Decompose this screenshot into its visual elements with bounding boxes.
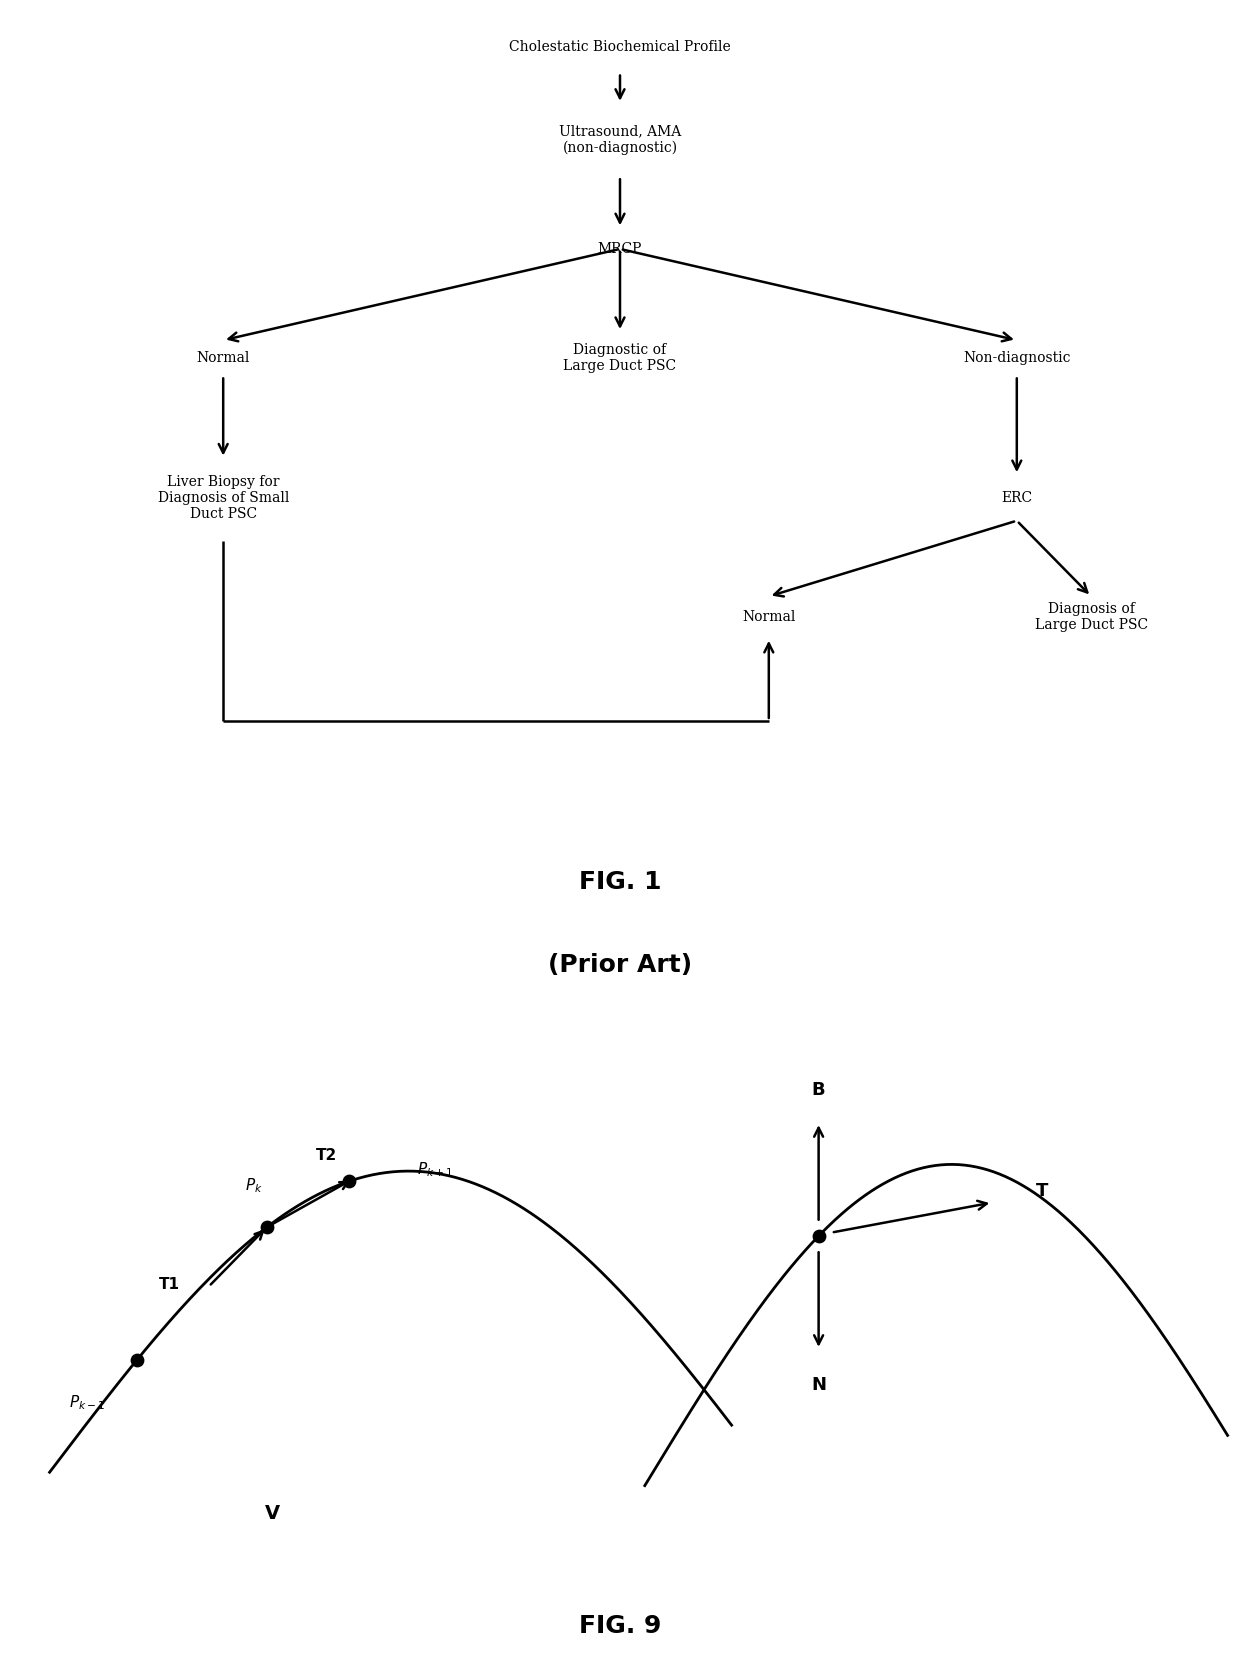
Point bbox=[257, 1215, 277, 1241]
Text: Diagnostic of
Large Duct PSC: Diagnostic of Large Duct PSC bbox=[563, 343, 677, 373]
Text: B: B bbox=[812, 1081, 826, 1099]
Point bbox=[808, 1223, 828, 1250]
Text: FIG. 9: FIG. 9 bbox=[579, 1614, 661, 1638]
Text: (Prior Art): (Prior Art) bbox=[548, 952, 692, 977]
Text: Normal: Normal bbox=[196, 351, 250, 365]
Text: Non-diagnostic: Non-diagnostic bbox=[963, 351, 1070, 365]
Text: ERC: ERC bbox=[1001, 490, 1033, 505]
Text: $P_{k-1}$: $P_{k-1}$ bbox=[69, 1394, 105, 1412]
Text: T2: T2 bbox=[316, 1148, 337, 1163]
Text: T1: T1 bbox=[159, 1276, 180, 1292]
Text: MRCP: MRCP bbox=[598, 243, 642, 256]
Text: FIG. 1: FIG. 1 bbox=[579, 870, 661, 893]
Text: V: V bbox=[265, 1504, 280, 1522]
Text: N: N bbox=[811, 1375, 826, 1394]
Text: $P_{k+1}$: $P_{k+1}$ bbox=[418, 1161, 454, 1179]
Text: $P_k$: $P_k$ bbox=[246, 1176, 263, 1195]
Point bbox=[126, 1347, 146, 1374]
Text: Normal: Normal bbox=[742, 611, 796, 624]
Point bbox=[339, 1168, 358, 1195]
Text: Diagnosis of
Large Duct PSC: Diagnosis of Large Duct PSC bbox=[1034, 602, 1148, 632]
Text: Ultrasound, AMA
(non-diagnostic): Ultrasound, AMA (non-diagnostic) bbox=[559, 125, 681, 156]
Text: T: T bbox=[1035, 1181, 1048, 1200]
Text: Cholestatic Biochemical Profile: Cholestatic Biochemical Profile bbox=[510, 40, 730, 54]
Text: Liver Biopsy for
Diagnosis of Small
Duct PSC: Liver Biopsy for Diagnosis of Small Duct… bbox=[157, 475, 289, 520]
